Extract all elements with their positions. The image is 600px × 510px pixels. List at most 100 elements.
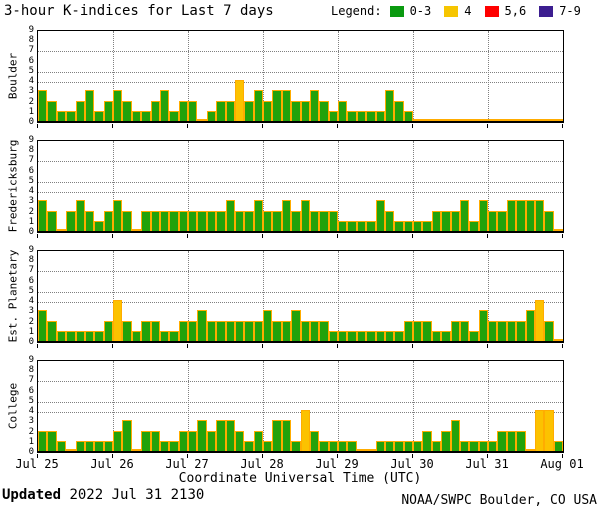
day-tick — [187, 234, 188, 238]
y-tick-label: 9 — [28, 135, 34, 145]
x-axis-title: Coordinate Universal Time (UTC) — [178, 471, 422, 486]
legend-swatch-icon — [444, 5, 459, 17]
day-tick — [187, 124, 188, 128]
y-tick-label: 3 — [28, 196, 34, 207]
day-tick — [37, 344, 38, 348]
y-tick-label: 9 — [28, 245, 34, 255]
gridline-h — [38, 181, 563, 183]
credit-text: NOAA/SWPC Boulder, CO USA — [401, 493, 597, 508]
k-bar — [525, 449, 535, 451]
k-bar — [159, 440, 170, 451]
day-tick — [112, 234, 113, 238]
k-bar — [413, 320, 423, 341]
k-bar — [56, 110, 67, 121]
y-tick-label: 0 — [28, 447, 34, 457]
k-bar — [84, 440, 95, 451]
k-bar — [103, 100, 113, 121]
k-bar — [478, 200, 488, 231]
k-bar — [225, 200, 235, 231]
gridline-day — [338, 141, 339, 231]
k-bar — [450, 210, 460, 231]
k-bar — [113, 200, 123, 231]
y-tick-label: 4 — [28, 406, 34, 417]
day-tick — [112, 124, 113, 128]
legend-swatch-icon — [539, 5, 554, 17]
k-bar — [141, 110, 151, 121]
k-bar — [469, 119, 479, 121]
legend-item: 4 — [444, 4, 472, 18]
gridline-day — [113, 361, 114, 451]
y-tick-label: 0 — [28, 227, 34, 237]
k-bar — [244, 100, 254, 121]
k-bar — [216, 320, 226, 341]
gridline-h — [38, 192, 563, 194]
k-bar — [150, 210, 160, 231]
x-tick-label: Jul 26 — [90, 457, 134, 471]
panel-est-planetary — [37, 250, 564, 343]
gridline-h — [38, 271, 563, 273]
k-bar — [544, 210, 554, 231]
k-bar — [234, 210, 245, 231]
k-bar — [113, 300, 123, 341]
k-bar — [178, 430, 188, 451]
panel-boulder — [37, 30, 564, 123]
k-bar — [431, 210, 442, 231]
k-bar — [459, 200, 470, 231]
k-bar — [56, 440, 67, 451]
k-bar — [206, 320, 217, 341]
k-bar — [384, 90, 395, 121]
gridline-day — [338, 31, 339, 121]
k-bar — [263, 100, 273, 121]
gridline-day — [488, 141, 489, 231]
k-bar — [263, 210, 273, 231]
k-bar — [375, 200, 385, 231]
y-tick-label: 7 — [28, 155, 34, 166]
k-bar — [366, 449, 376, 451]
y-tick-label: 6 — [28, 55, 34, 66]
gridline-day — [188, 141, 189, 231]
k-bar — [253, 200, 263, 231]
k-bar — [234, 430, 245, 451]
k-bar — [506, 119, 517, 121]
k-bar — [441, 119, 451, 121]
k-bar — [338, 100, 348, 121]
k-bar — [431, 440, 442, 451]
k-bar — [159, 210, 170, 231]
panel-college — [37, 360, 564, 453]
gridline-day — [263, 361, 264, 451]
y-tick-label: 2 — [28, 426, 34, 437]
k-bar — [113, 90, 123, 121]
k-bar — [309, 210, 320, 231]
day-tick — [562, 234, 563, 238]
y-tick-label: 2 — [28, 96, 34, 107]
gridline-day — [488, 361, 489, 451]
k-bar — [403, 320, 413, 341]
x-tick-label: Jul 27 — [165, 457, 209, 471]
day-tick — [262, 124, 263, 128]
k-bar — [178, 320, 188, 341]
k-bar — [516, 320, 526, 341]
k-bar — [225, 100, 235, 121]
y-tick-label: 9 — [28, 355, 34, 365]
k-bar — [441, 430, 451, 451]
k-bar — [206, 110, 217, 121]
k-bar — [300, 410, 310, 451]
k-bar — [94, 330, 104, 341]
y-tick-label: 8 — [28, 145, 34, 156]
k-bar — [375, 110, 385, 121]
y-tick-label: 5 — [28, 65, 34, 76]
y-tick-label: 6 — [28, 385, 34, 396]
k-bar — [84, 90, 95, 121]
k-bar — [150, 320, 160, 341]
k-bar — [281, 200, 292, 231]
legend-swatch-icon — [484, 5, 499, 17]
k-bar — [253, 90, 263, 121]
gridline-h — [38, 71, 563, 73]
day-tick — [562, 124, 563, 128]
k-bar — [478, 310, 488, 341]
k-bar — [75, 200, 85, 231]
k-bar — [366, 220, 376, 231]
k-bar — [188, 100, 198, 121]
k-bar — [84, 330, 95, 341]
k-bar — [38, 200, 48, 231]
